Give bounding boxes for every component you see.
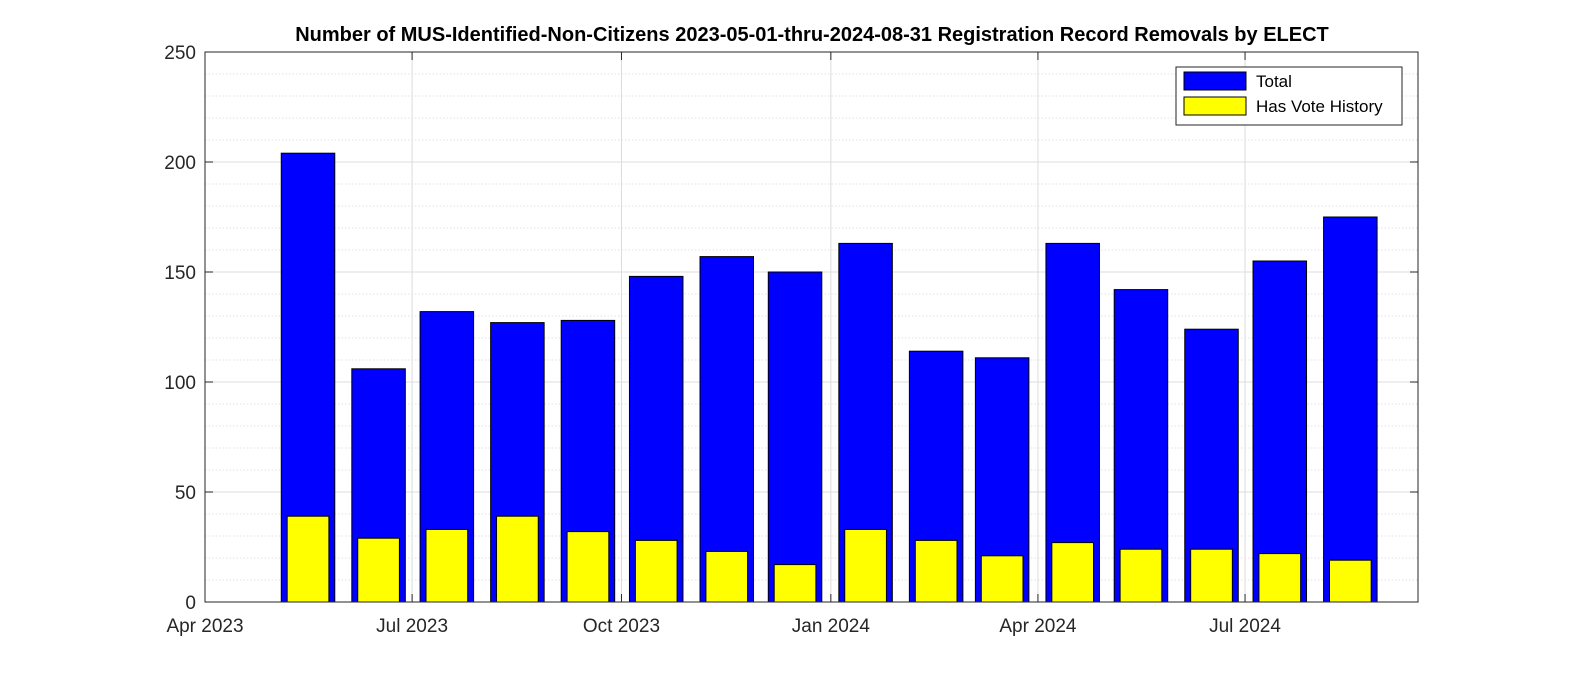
- bar-vote-history: [773, 564, 817, 603]
- bar-vote-history: [634, 539, 678, 603]
- x-tick-label: Apr 2023: [166, 616, 243, 637]
- bar-vote-history: [1190, 548, 1233, 603]
- bar-total: [1252, 260, 1308, 603]
- bar-vote-history: [980, 555, 1024, 603]
- bar-vote-history: [844, 528, 887, 603]
- x-tick-label: Oct 2023: [583, 616, 660, 637]
- legend-swatch: [1183, 96, 1247, 116]
- y-tick-label: 100: [164, 373, 196, 394]
- bar-vote-history: [1258, 553, 1302, 603]
- bar-vote-history: [705, 550, 749, 603]
- x-tick-label: Jul 2023: [376, 616, 448, 637]
- x-tick-label: Jan 2024: [792, 616, 871, 637]
- bar-vote-history: [1328, 559, 1372, 603]
- y-tick-label: 50: [175, 483, 196, 504]
- bar-vote-history: [914, 539, 958, 603]
- bar-vote-history: [1051, 542, 1095, 603]
- bar-total: [699, 256, 755, 603]
- x-tick-label: Apr 2024: [999, 616, 1077, 637]
- y-tick-label: 0: [185, 593, 196, 614]
- legend-label: Has Vote History: [1256, 97, 1383, 116]
- y-tick-label: 250: [164, 43, 196, 64]
- bar-vote-history: [566, 531, 610, 603]
- legend-swatch: [1183, 71, 1247, 91]
- axes-box: [204, 51, 1419, 603]
- bar-total: [1323, 216, 1378, 603]
- bar-vote-history: [425, 528, 469, 603]
- y-tick-label: 200: [164, 153, 196, 174]
- x-tick-label: Jul 2024: [1209, 616, 1281, 637]
- bar-vote-history: [357, 537, 400, 603]
- bar-total: [767, 271, 823, 603]
- bar-vote-history: [286, 515, 330, 603]
- bar-vote-history: [1119, 548, 1163, 603]
- chart-title: Number of MUS-Identified-Non-Citizens 20…: [295, 24, 1329, 46]
- bar-vote-history: [496, 515, 539, 603]
- legend-label: Total: [1256, 72, 1292, 91]
- y-tick-label: 150: [164, 263, 196, 284]
